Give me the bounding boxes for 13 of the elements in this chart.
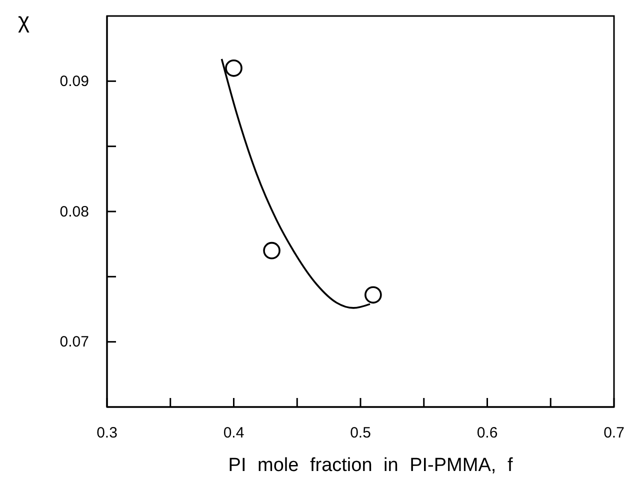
- x-tick-label: 0.6: [476, 424, 498, 442]
- x-tick-label: 0.7: [604, 424, 624, 442]
- x-tick-label: 0.5: [350, 424, 371, 442]
- y-axis-title: χ: [18, 8, 30, 33]
- y-tick-label: 0.09: [60, 72, 89, 90]
- point: [364, 286, 382, 304]
- y-tick-label: 0.08: [60, 203, 89, 220]
- x-tick-label: 0.4: [223, 424, 244, 442]
- x-tick-label: 0.3: [96, 424, 118, 442]
- point: [263, 242, 280, 260]
- x-axis-title: PI mole fraction in PI-PMMA, f: [228, 455, 514, 476]
- y-tick-label: 0.07: [60, 334, 89, 351]
- point: [225, 59, 242, 77]
